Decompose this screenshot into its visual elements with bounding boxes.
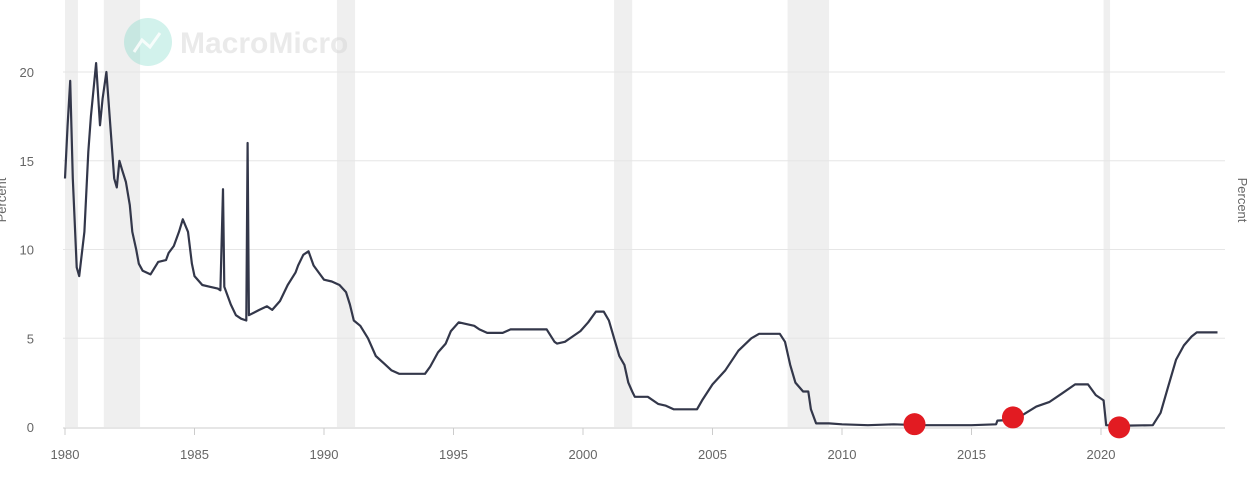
y-tick-label: 0 bbox=[27, 420, 34, 435]
y-axis-title-left: Percent bbox=[0, 177, 9, 222]
x-tick-label: 1990 bbox=[310, 447, 339, 462]
x-tick-label: 1995 bbox=[439, 447, 468, 462]
marker-layer bbox=[903, 406, 1131, 439]
recession-band bbox=[65, 0, 78, 427]
x-tick-label: 2020 bbox=[1087, 447, 1116, 462]
x-tick-label: 2015 bbox=[957, 447, 986, 462]
recession-band bbox=[336, 0, 356, 427]
grid-lines bbox=[63, 71, 1225, 339]
macromicro-watermark: MacroMicro bbox=[124, 18, 348, 66]
x-tick-label: 2000 bbox=[569, 447, 598, 462]
series-layer bbox=[63, 62, 1218, 427]
y-tick-label: 20 bbox=[20, 65, 34, 80]
recession-band bbox=[787, 0, 830, 427]
highlight-marker bbox=[903, 413, 926, 436]
x-tick-label: 2010 bbox=[828, 447, 857, 462]
logo-trend-glyph bbox=[132, 32, 162, 53]
recession-band bbox=[1103, 0, 1111, 427]
recession-band bbox=[103, 0, 141, 427]
x-tick-label: 1980 bbox=[51, 447, 80, 462]
y-tick-label: 15 bbox=[20, 154, 34, 169]
macromicro-logo-icon bbox=[124, 18, 172, 66]
y-tick-label: 10 bbox=[20, 243, 34, 258]
x-tick-label: 2005 bbox=[698, 447, 727, 462]
x-tick-label: 1985 bbox=[180, 447, 209, 462]
y-axis-title-right: Percent bbox=[1235, 178, 1250, 223]
recession-bands bbox=[65, 0, 1111, 427]
highlight-marker bbox=[1001, 406, 1024, 429]
highlight-marker bbox=[1108, 416, 1131, 439]
y-tick-label: 5 bbox=[27, 331, 34, 346]
recession-band bbox=[614, 0, 633, 427]
rate-series-line bbox=[63, 62, 1218, 427]
axes: 0 5 10 15 20 1980 1985 1990 1995 2000 2005 2010 2015… bbox=[20, 65, 1225, 462]
watermark-brand-text: MacroMicro bbox=[180, 27, 348, 60]
